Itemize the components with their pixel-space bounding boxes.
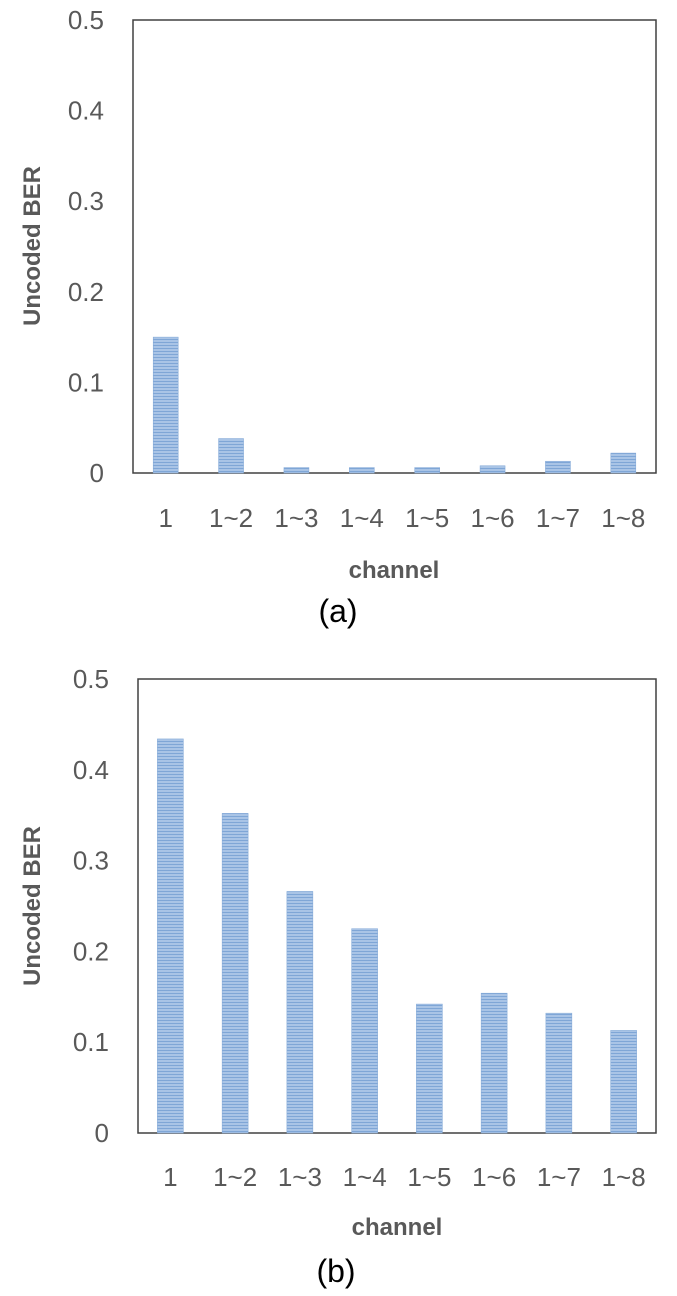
bar-b [157,738,184,1134]
x-tick-label-b: 1~6 [472,1162,516,1192]
y-tick-label-a: 0.1 [68,367,104,397]
y-tick-label-b: 0.3 [73,846,109,876]
x-tick-label-a: 1~8 [601,503,645,533]
x-tick-label-b: 1~3 [278,1162,322,1192]
bar-a [218,438,244,474]
y-tick-label-a: 0.5 [68,5,104,35]
bar-b [480,992,508,1134]
x-tick-label-b: 1~4 [343,1162,387,1192]
x-tick-label-b: 1 [163,1162,177,1192]
y-axis-title-a: Uncoded BER [19,166,46,326]
x-tick-label-a: 1~6 [471,503,515,533]
bars-a [152,336,637,474]
chart-b: 00.10.20.30.40.5 1 1~2 1~3 1~4 1~5 1~6 1~7 1~8 … [19,664,657,1289]
bar-a [152,336,179,474]
bar-a [545,460,571,474]
caption-a: (a) [318,593,357,629]
plot-frame-b [137,678,657,1134]
y-tick-label-b: 0.5 [73,664,109,694]
y-tick-label-a: 0.4 [68,96,104,126]
x-tick-label-a: 1~7 [536,503,580,533]
bar-b [351,928,378,1134]
x-tick-labels-a: 1 1~2 1~3 1~4 1~5 1~6 1~7 1~8 [158,503,645,533]
bar-b [545,1012,573,1134]
bars-b [157,738,637,1134]
x-axis-title-b: channel [352,1214,443,1241]
chart-a: 00.10.20.30.40.5 1 1~2 1~3 1~4 1~5 1~6 1~7 1~8 … [19,5,657,629]
y-tick-label-b: 0.2 [73,936,109,966]
x-tick-label-a: 1~2 [209,503,253,533]
x-tick-label-b: 1~7 [537,1162,581,1192]
y-tick-label-a: 0 [90,458,104,488]
bar-a [283,467,310,474]
y-tick-label-a: 0.3 [68,186,104,216]
x-tick-label-a: 1 [158,503,172,533]
bar-a [479,465,506,474]
bar-a [610,452,637,474]
y-tick-labels-a: 0 0.1 0.2 0.3 0.4 0.5 [68,5,104,488]
x-tick-label-a: 1~4 [340,503,384,533]
x-tick-labels-b: 1 1~2 1~3 1~4 1~5 1~6 1~7 1~8 [163,1162,646,1192]
bar-b [286,891,314,1134]
x-tick-label-b: 1~8 [602,1162,646,1192]
caption-b: (b) [316,1253,355,1289]
x-tick-label-b: 1~5 [407,1162,451,1192]
x-tick-label-a: 1~5 [405,503,449,533]
y-tick-label-b: 0 [95,1118,109,1148]
x-axis-title-a: channel [349,557,440,584]
x-tick-label-b: 1~2 [213,1162,257,1192]
x-tick-label-a: 1~3 [274,503,318,533]
bar-b [416,1003,443,1134]
bar-a [414,467,440,474]
y-tick-labels-b: 0 0.1 0.2 0.3 0.4 0.5 [73,664,109,1148]
y-tick-label-b: 0.4 [73,755,109,785]
bar-a [349,467,375,474]
y-tick-label-b: 0.1 [73,1027,109,1057]
plot-frame-a [132,19,657,474]
y-axis-title-b: Uncoded BER [19,826,46,986]
bar-b [610,1030,637,1134]
y-tick-label-a: 0.2 [68,277,104,307]
bar-b [221,813,249,1134]
